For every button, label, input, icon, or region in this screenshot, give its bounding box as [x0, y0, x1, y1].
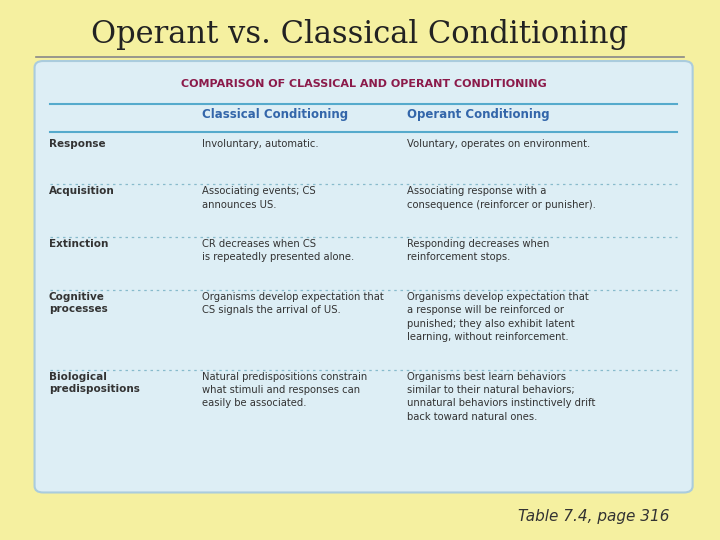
Text: CR decreases when CS
is repeatedly presented alone.: CR decreases when CS is repeatedly prese… [202, 239, 354, 262]
Text: Organisms develop expectation that
CS signals the arrival of US.: Organisms develop expectation that CS si… [202, 292, 383, 315]
Text: Organisms best learn behaviors
similar to their natural behaviors;
unnatural beh: Organisms best learn behaviors similar t… [407, 372, 595, 422]
Text: Organisms develop expectation that
a response will be reinforced or
punished; th: Organisms develop expectation that a res… [407, 292, 588, 342]
Text: COMPARISON OF CLASSICAL AND OPERANT CONDITIONING: COMPARISON OF CLASSICAL AND OPERANT COND… [181, 79, 546, 90]
Text: Associating events; CS
announces US.: Associating events; CS announces US. [202, 186, 315, 210]
Text: Extinction: Extinction [49, 239, 108, 249]
Text: Table 7.4, page 316: Table 7.4, page 316 [518, 509, 670, 524]
Text: Cognitive
processes: Cognitive processes [49, 292, 108, 314]
FancyBboxPatch shape [35, 61, 693, 492]
Text: Biological
predispositions: Biological predispositions [49, 372, 140, 394]
Text: Voluntary, operates on environment.: Voluntary, operates on environment. [407, 139, 590, 149]
Text: Operant Conditioning: Operant Conditioning [407, 108, 549, 121]
Text: Involuntary, automatic.: Involuntary, automatic. [202, 139, 318, 149]
Text: Acquisition: Acquisition [49, 186, 114, 197]
Text: Operant vs. Classical Conditioning: Operant vs. Classical Conditioning [91, 19, 629, 50]
Text: Natural predispositions constrain
what stimuli and responses can
easily be assoc: Natural predispositions constrain what s… [202, 372, 367, 408]
Text: Classical Conditioning: Classical Conditioning [202, 108, 348, 121]
Text: Associating response with a
consequence (reinforcer or punisher).: Associating response with a consequence … [407, 186, 595, 210]
Text: Responding decreases when
reinforcement stops.: Responding decreases when reinforcement … [407, 239, 549, 262]
Text: Response: Response [49, 139, 106, 149]
